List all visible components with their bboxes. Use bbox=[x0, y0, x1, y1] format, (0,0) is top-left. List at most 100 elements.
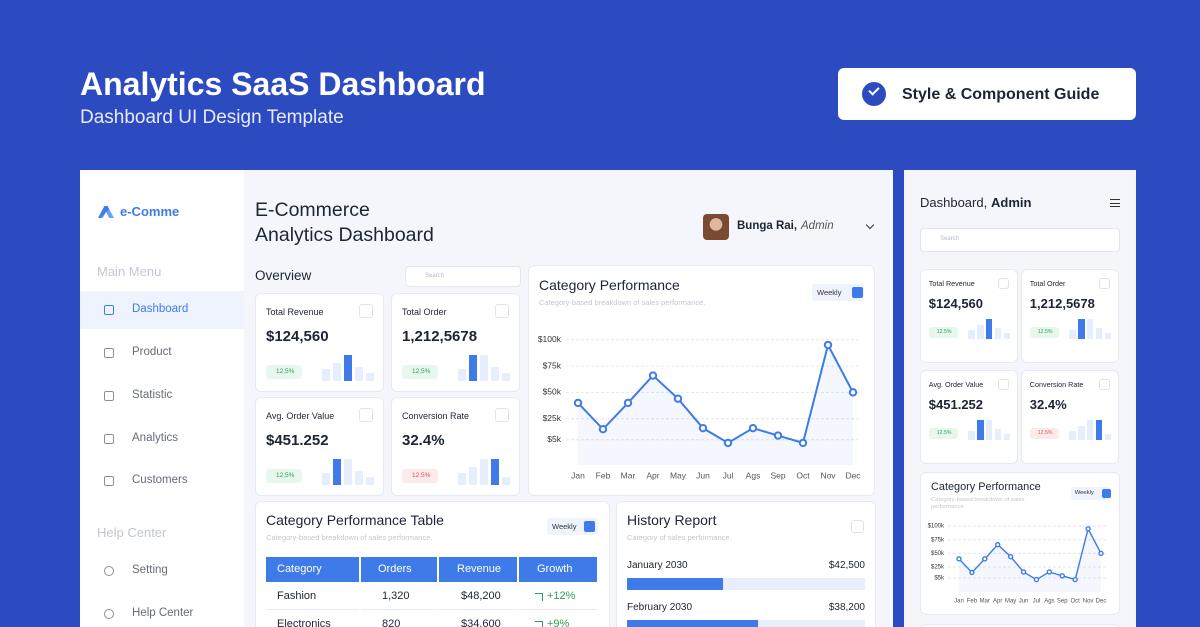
stat-label: Total Revenue bbox=[928, 278, 975, 288]
avatar bbox=[703, 214, 729, 240]
x-tick-label: May bbox=[670, 470, 687, 480]
x-tick-label: Sep bbox=[770, 470, 785, 480]
guide-button[interactable] bbox=[838, 68, 1136, 120]
detail-button[interactable] bbox=[998, 277, 1010, 289]
chart-title: Category Performance bbox=[931, 481, 1041, 494]
detail-button[interactable] bbox=[1099, 378, 1111, 390]
detail-button[interactable] bbox=[998, 378, 1010, 390]
decor-bar bbox=[1078, 426, 1085, 441]
table-subtitle: Category-based breakdown of sales perfor… bbox=[266, 532, 433, 542]
x-tick-label: Apr bbox=[993, 599, 1002, 605]
section-title: Overview bbox=[255, 267, 312, 283]
x-tick-label: Feb bbox=[967, 599, 978, 605]
x-tick-label: Oct bbox=[796, 470, 810, 480]
stat-value: $451.252 bbox=[928, 397, 984, 413]
search-placeholder: Search bbox=[940, 236, 960, 243]
point bbox=[956, 556, 962, 562]
stat-value: 1,212,5678 bbox=[402, 328, 478, 345]
table-cell bbox=[439, 584, 517, 610]
stat-change: 12.5% bbox=[1037, 329, 1053, 336]
progress-fill bbox=[627, 620, 758, 627]
y-tick-label: $75k bbox=[543, 360, 562, 370]
point bbox=[1046, 569, 1053, 575]
y-tick-label: $25k bbox=[543, 413, 562, 423]
point bbox=[673, 394, 683, 403]
stat-card bbox=[920, 269, 1018, 363]
detail-button[interactable] bbox=[1099, 277, 1111, 289]
decor-bar bbox=[458, 473, 466, 485]
chart-title: Category Performance bbox=[539, 276, 680, 293]
y-tick-label: $50k bbox=[931, 551, 945, 557]
decor-bar bbox=[480, 355, 488, 381]
x-tick-label: Nov bbox=[820, 470, 836, 480]
period-label: Weekly bbox=[817, 288, 842, 297]
search-box[interactable] bbox=[405, 266, 521, 287]
dropdown-icon bbox=[852, 287, 863, 298]
table-cell bbox=[519, 584, 597, 610]
decor-bar bbox=[1095, 419, 1103, 441]
menu-icon bbox=[104, 476, 114, 486]
header-cell bbox=[439, 557, 517, 582]
detail-button[interactable] bbox=[495, 408, 509, 422]
table-title: Category Performance Table bbox=[266, 511, 444, 528]
column-header: Orders bbox=[378, 562, 412, 575]
detail-button[interactable] bbox=[495, 304, 509, 318]
banner-subtitle: Dashboard UI Design Template bbox=[80, 106, 344, 128]
detail-button[interactable] bbox=[359, 408, 373, 422]
decor-bar bbox=[1069, 329, 1076, 340]
detail-button[interactable] bbox=[851, 520, 864, 533]
x-tick-label: Jan bbox=[954, 599, 964, 605]
page-title: Analytics Dashboard bbox=[255, 224, 434, 247]
point bbox=[982, 556, 988, 562]
help-heading: Help Center bbox=[97, 525, 167, 541]
area-fill bbox=[959, 528, 1101, 592]
stat-card bbox=[1021, 269, 1119, 363]
menu-icon bbox=[104, 566, 114, 576]
menu-item[interactable]: Analytics bbox=[132, 432, 179, 445]
history-month: January 2030 bbox=[627, 560, 688, 571]
decor-bar bbox=[1104, 333, 1111, 340]
user-name: Bunga Rai, bbox=[737, 220, 798, 233]
stat-change: 12.5% bbox=[276, 472, 295, 480]
menu-item[interactable]: Statistic bbox=[132, 389, 173, 402]
menu-item[interactable]: Dashboard bbox=[132, 303, 189, 316]
x-tick-label: Jun bbox=[1019, 599, 1029, 605]
point bbox=[648, 371, 658, 380]
active-menu-bg bbox=[80, 291, 244, 329]
menu-item[interactable]: Setting bbox=[132, 564, 168, 577]
search-box[interactable] bbox=[920, 228, 1120, 252]
table-cell bbox=[266, 584, 359, 610]
menu-icon bbox=[104, 348, 114, 358]
cell-text: Electronics bbox=[277, 618, 331, 627]
mobile-role: Admin bbox=[991, 195, 1032, 211]
x-tick-label: Dec bbox=[1096, 599, 1107, 605]
menu-item[interactable]: Product bbox=[132, 346, 172, 359]
period-select[interactable] bbox=[812, 284, 864, 301]
table-cell bbox=[439, 612, 517, 627]
chart-subtitle: Category-based breakdown of sales perfor… bbox=[539, 297, 706, 307]
change-pill bbox=[1029, 326, 1059, 338]
menu-button-mid bbox=[1110, 202, 1120, 204]
stat-label: Avg. Order Value bbox=[928, 379, 984, 389]
decor-bar bbox=[1003, 333, 1010, 340]
period-select[interactable] bbox=[1070, 486, 1112, 501]
guide-label: Style & Component Guide bbox=[902, 86, 1100, 104]
point bbox=[748, 423, 758, 433]
change-pill bbox=[402, 365, 438, 379]
menu-button[interactable] bbox=[1110, 199, 1120, 207]
menu-item[interactable]: Customers bbox=[132, 474, 188, 487]
x-tick-label: Jun bbox=[696, 470, 710, 480]
menu-icon bbox=[104, 609, 114, 619]
cell-text: $34,600 bbox=[461, 618, 501, 627]
y-tick-label: $5k bbox=[934, 576, 945, 582]
change-pill bbox=[928, 427, 958, 439]
cell-text: Fashion bbox=[277, 590, 317, 603]
point bbox=[1098, 550, 1104, 557]
x-tick-label: Oct bbox=[1071, 599, 1081, 605]
decor-bar bbox=[366, 373, 374, 381]
change-pill bbox=[266, 469, 302, 483]
menu-item[interactable]: Help Center bbox=[132, 607, 194, 620]
detail-button[interactable] bbox=[359, 304, 373, 318]
